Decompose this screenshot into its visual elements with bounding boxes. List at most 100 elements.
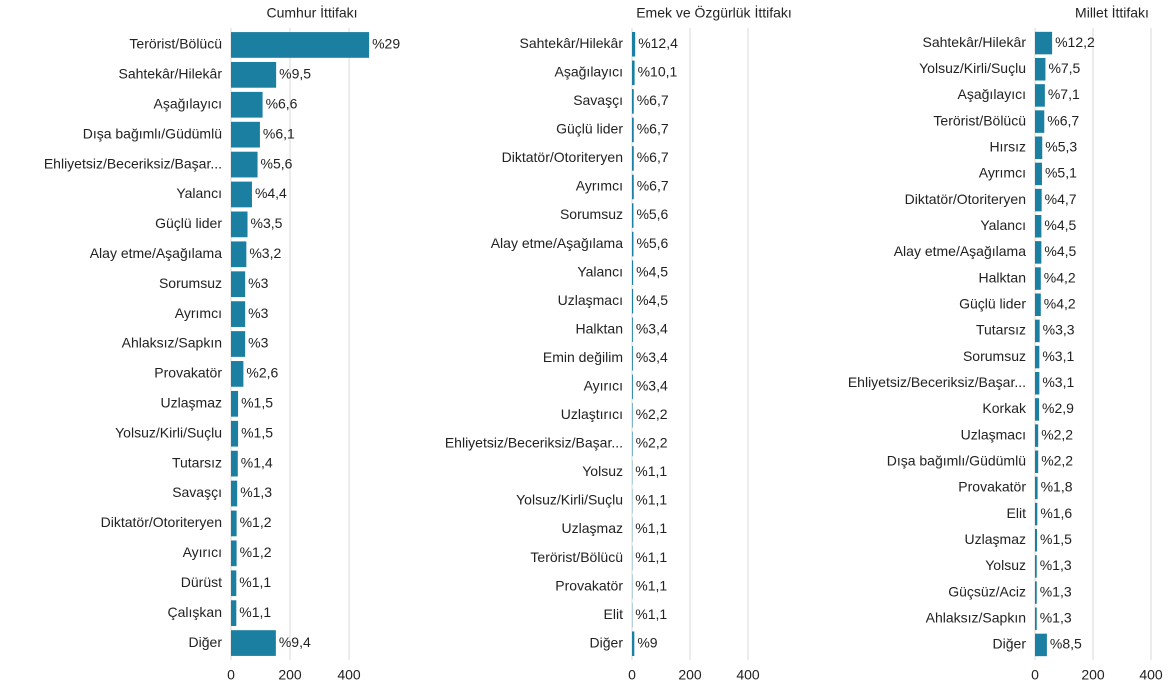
value-label: %1,8 bbox=[1041, 479, 1073, 495]
bar bbox=[632, 117, 634, 143]
value-label: %7,1 bbox=[1048, 86, 1080, 102]
bar bbox=[1035, 241, 1042, 264]
y-tick-label: Halktan bbox=[576, 320, 623, 336]
bar bbox=[231, 450, 238, 477]
y-tick-label: Elit bbox=[1007, 505, 1027, 521]
x-tick-label: 400 bbox=[337, 667, 361, 683]
value-label: %10,1 bbox=[638, 64, 678, 80]
bar bbox=[1035, 319, 1040, 343]
y-tick-label: Emin değilim bbox=[543, 349, 623, 365]
value-label: %9,5 bbox=[279, 66, 311, 82]
bar bbox=[632, 31, 636, 57]
y-tick-label: Savaşçı bbox=[573, 92, 623, 108]
bar bbox=[1035, 345, 1040, 369]
value-label: %4,2 bbox=[1044, 295, 1076, 311]
y-tick-label: Hırsız bbox=[989, 138, 1026, 154]
value-label: %5,6 bbox=[636, 235, 668, 251]
y-tick-label: Ayrımcı bbox=[979, 165, 1026, 181]
value-label: %1,5 bbox=[241, 395, 273, 411]
bar bbox=[231, 241, 247, 268]
bar bbox=[231, 630, 276, 656]
panel-title: Cumhur İttifakı bbox=[266, 4, 357, 21]
bar bbox=[1035, 267, 1041, 290]
x-tick-label: 0 bbox=[628, 667, 636, 683]
y-tick-label: Uzlaştırıcı bbox=[561, 406, 623, 422]
bar bbox=[1035, 528, 1038, 552]
bar bbox=[1035, 502, 1038, 526]
bar bbox=[231, 540, 237, 567]
bar bbox=[632, 260, 634, 285]
bar bbox=[231, 570, 237, 597]
y-tick-label: Ehliyetsiz/Beceriksiz/Başar... bbox=[848, 374, 1026, 390]
bar bbox=[231, 420, 239, 447]
y-tick-label: Dışa bağımlı/Güdümlü bbox=[887, 452, 1026, 468]
value-label: %4,5 bbox=[1044, 243, 1076, 259]
y-tick-label: Aşağılayıcı bbox=[958, 86, 1026, 102]
y-tick-label: Ehliyetsiz/Beceriksiz/Başar... bbox=[44, 155, 222, 171]
value-label: %1,2 bbox=[240, 544, 272, 560]
panel-title: Millet İttifakı bbox=[1075, 4, 1149, 21]
value-label: %3,1 bbox=[1042, 374, 1074, 390]
value-label: %6,7 bbox=[1047, 112, 1079, 128]
value-label: %3,1 bbox=[1042, 348, 1074, 364]
y-tick-label: Yolsuz/Kirli/Suçlu bbox=[516, 492, 623, 508]
value-label: %1,1 bbox=[635, 549, 667, 565]
value-label: %6,6 bbox=[266, 95, 298, 111]
y-tick-label: Aşağılayıcı bbox=[555, 64, 623, 80]
value-label: %5,3 bbox=[1045, 138, 1077, 154]
x-tick-label: 200 bbox=[278, 667, 302, 683]
bar bbox=[1035, 31, 1053, 55]
value-label: %3,4 bbox=[636, 378, 668, 394]
y-tick-label: Terörist/Bölücü bbox=[933, 112, 1026, 128]
value-label: %1,1 bbox=[635, 606, 667, 622]
value-label: %9 bbox=[637, 634, 657, 650]
y-tick-label: Terörist/Bölücü bbox=[530, 549, 623, 565]
value-label: %2,6 bbox=[246, 365, 278, 381]
bar bbox=[1035, 110, 1045, 133]
value-label: %6,7 bbox=[637, 121, 669, 137]
bar bbox=[632, 146, 634, 171]
bar bbox=[1035, 581, 1037, 604]
bar bbox=[1035, 214, 1042, 238]
value-label: %2,2 bbox=[1041, 426, 1073, 442]
bar bbox=[1035, 84, 1045, 107]
bar bbox=[632, 631, 635, 657]
bar bbox=[1035, 398, 1040, 421]
bar bbox=[632, 203, 634, 228]
value-label: %2,9 bbox=[1042, 400, 1074, 416]
y-tick-label: Diktatör/Otoriteryen bbox=[502, 149, 623, 165]
bar bbox=[231, 510, 237, 537]
bar bbox=[1035, 555, 1037, 578]
value-label: %12,2 bbox=[1055, 34, 1095, 50]
bar bbox=[1035, 293, 1041, 317]
y-tick-label: Diktatör/Otoriteryen bbox=[905, 191, 1026, 207]
y-tick-label: Sorumsuz bbox=[560, 206, 623, 222]
bar bbox=[632, 231, 634, 257]
y-tick-label: Savaşçı bbox=[172, 484, 222, 500]
y-tick-label: Tutarsız bbox=[172, 454, 222, 470]
y-tick-label: Ayrımcı bbox=[576, 178, 623, 194]
y-tick-label: Yalancı bbox=[980, 217, 1026, 233]
bar bbox=[231, 151, 258, 178]
bar bbox=[1035, 424, 1039, 447]
bar bbox=[1035, 136, 1043, 160]
y-tick-label: Yolsuz bbox=[582, 463, 623, 479]
value-label: %4,2 bbox=[1044, 269, 1076, 285]
y-tick-label: Ehliyetsiz/Beceriksiz/Başar... bbox=[445, 435, 623, 451]
y-tick-label: Güçsüz/Aciz bbox=[948, 583, 1026, 599]
bar bbox=[231, 600, 237, 627]
value-label: %3,4 bbox=[636, 320, 668, 336]
value-label: %1,3 bbox=[240, 484, 272, 500]
y-tick-label: Yolsuz bbox=[985, 557, 1026, 573]
value-label: %1,2 bbox=[240, 514, 272, 530]
y-tick-label: Yolsuz/Kirli/Suçlu bbox=[919, 60, 1026, 76]
bar bbox=[632, 174, 634, 200]
y-tick-label: Uzlaşmacı bbox=[558, 292, 623, 308]
y-tick-label: Yolsuz/Kirli/Suçlu bbox=[115, 424, 222, 440]
value-label: %3,3 bbox=[1043, 322, 1075, 338]
y-tick-label: Tutarsız bbox=[976, 322, 1026, 338]
y-tick-label: Diğer bbox=[993, 636, 1027, 652]
y-tick-label: Güçlü lider bbox=[556, 121, 623, 137]
bar bbox=[231, 181, 252, 208]
